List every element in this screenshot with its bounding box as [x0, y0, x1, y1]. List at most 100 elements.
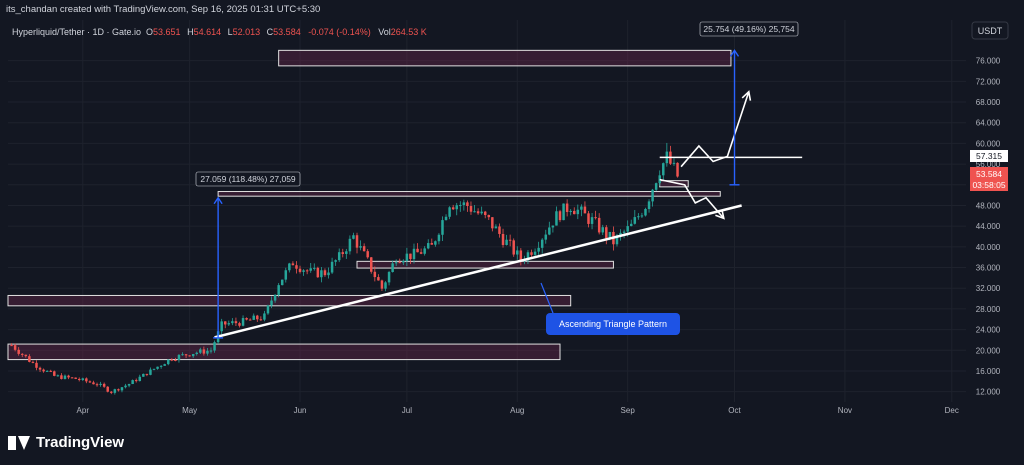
- candle-down: [416, 248, 419, 253]
- candle-down: [20, 353, 24, 355]
- candle-up: [142, 373, 145, 377]
- candle-up: [555, 211, 558, 226]
- candles: [10, 142, 679, 395]
- annotation-box[interactable]: [546, 313, 680, 335]
- candle-up: [348, 238, 352, 252]
- candle-up: [213, 342, 216, 351]
- candle-up: [590, 217, 594, 224]
- candle-up: [434, 241, 437, 245]
- upper-measure-label: 25.754 (49.16%) 25,754: [703, 24, 794, 34]
- candle-down: [483, 211, 487, 216]
- candle-down: [134, 380, 138, 382]
- candle-up: [455, 205, 458, 210]
- candle-up: [608, 231, 612, 239]
- candle-down: [145, 373, 149, 375]
- candle-up: [473, 211, 476, 213]
- candle-down: [380, 280, 384, 289]
- candle-down: [469, 206, 473, 212]
- candle-up: [391, 263, 394, 273]
- candle-down: [587, 213, 590, 224]
- candle-up: [647, 201, 651, 210]
- candle-down: [323, 270, 327, 276]
- pullback-projection-arrow-head: [715, 209, 725, 220]
- candle-up: [327, 272, 330, 276]
- candle-down: [248, 319, 252, 321]
- candle-up: [252, 315, 255, 320]
- candle-up: [562, 203, 565, 221]
- candle-up: [177, 354, 181, 361]
- candle-down: [17, 349, 20, 354]
- candle-up: [651, 189, 654, 202]
- candle-up: [462, 202, 466, 206]
- price-chart[interactable]: 12.000 16.000 20.000 24.000 28.000 32.000 36.0…: [0, 18, 1024, 418]
- candle-up: [209, 350, 213, 352]
- candle-up: [619, 232, 622, 236]
- candle-down: [501, 233, 505, 245]
- candle-up: [320, 270, 323, 278]
- candle-up: [113, 389, 117, 393]
- candle-down: [597, 217, 601, 233]
- candle-up: [359, 246, 362, 248]
- candle-up: [658, 175, 661, 184]
- candle-up: [131, 380, 134, 385]
- candle-up: [63, 375, 67, 379]
- candle-up: [654, 183, 658, 190]
- candle-up: [288, 263, 291, 271]
- candle-up: [120, 387, 124, 391]
- y-tick-label: 20.000: [976, 346, 1001, 355]
- tradingview-logo[interactable]: TradingView: [8, 434, 124, 451]
- footer: TradingView: [0, 418, 1024, 465]
- y-tick-label: 24.000: [976, 326, 1001, 335]
- lower-measure-label: 27.059 (118.48%) 27,059: [200, 174, 296, 184]
- candle-down: [409, 253, 412, 260]
- candle-up: [206, 350, 209, 354]
- candle-up: [423, 248, 426, 254]
- candle-up: [56, 375, 60, 377]
- chart-area[interactable]: 12.000 16.000 20.000 24.000 28.000 32.000 36.0…: [0, 18, 1024, 418]
- candle-down: [259, 319, 263, 321]
- candle-down: [92, 382, 95, 385]
- chart-grid: 12.000 16.000 20.000 24.000 28.000 32.000 36.0…: [8, 20, 1001, 415]
- candle-down: [605, 227, 608, 239]
- candle-up: [387, 272, 391, 283]
- candle-up: [241, 318, 245, 326]
- candle-up: [426, 243, 430, 249]
- candle-up: [124, 385, 127, 388]
- candle-down: [519, 250, 523, 261]
- candle-down: [316, 267, 320, 278]
- y-tick-label: 28.000: [976, 305, 1001, 314]
- candle-down: [491, 217, 494, 229]
- candle-down: [13, 345, 17, 350]
- tradingview-brand: TradingView: [36, 434, 125, 451]
- pullback-projection-arrow: [659, 178, 725, 219]
- breakout-projection-arrow: [680, 91, 750, 168]
- candle-down: [77, 378, 81, 380]
- drawings: [213, 49, 803, 339]
- candle-down: [102, 383, 106, 387]
- candle-up: [231, 321, 234, 324]
- candle-up: [622, 231, 626, 233]
- candle-up: [81, 378, 85, 380]
- x-tick-label: Aug: [510, 406, 524, 415]
- lower-measure-box: [195, 171, 301, 187]
- ohlc-values: O53.651 H54.614 L52.013 C53.584 -0.074 (…: [146, 27, 427, 37]
- candle-up: [576, 209, 580, 215]
- candle-up: [548, 227, 551, 235]
- symbol-name: Hyperliquid/Tether · 1D · Gate.io: [12, 27, 141, 37]
- candle-up: [494, 226, 498, 229]
- candle-up: [580, 206, 583, 210]
- currency-label: USDT: [978, 26, 1003, 36]
- last-price-tag: [970, 167, 1008, 191]
- annotation-text: Ascending Triangle Pattern: [559, 319, 667, 329]
- measure-head: [213, 196, 223, 205]
- candle-up: [266, 305, 270, 314]
- candle-down: [377, 277, 380, 281]
- currency-button[interactable]: [971, 21, 1009, 40]
- x-tick-label: Nov: [838, 406, 852, 415]
- price-zone: [7, 343, 561, 361]
- candle-up: [330, 261, 334, 273]
- candle-up: [280, 279, 284, 286]
- y-tick-label: 60.000: [976, 139, 1001, 148]
- candle-up: [384, 282, 387, 289]
- x-tick-label: Jun: [294, 406, 307, 415]
